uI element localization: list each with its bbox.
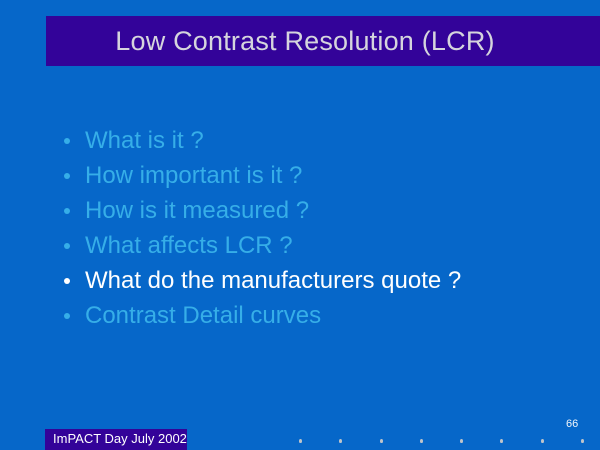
- bullet-dot-icon: [64, 207, 70, 214]
- bullet-list: What is it ? How important is it ? How i…: [62, 123, 562, 333]
- bullet-text: How is it measured ?: [85, 196, 310, 224]
- bullet-text: How important is it ?: [85, 161, 303, 189]
- marker-dot-icon: [500, 439, 504, 443]
- bullet-item: What do the manufacturers quote ?: [62, 263, 562, 298]
- footer-badge: ImPACT Day July 2002: [45, 429, 187, 450]
- bullet-item: How important is it ?: [62, 158, 562, 193]
- marker-dot-icon: [379, 439, 383, 443]
- bullet-text: What do the manufacturers quote ?: [85, 266, 462, 294]
- bullet-item: Contrast Detail curves: [62, 298, 562, 333]
- bullet-text: What affects LCR ?: [85, 231, 293, 259]
- title-bar: Low Contrast Resolution (LCR): [46, 16, 600, 66]
- bullet-dot-icon: [64, 312, 70, 319]
- marker-dot-icon: [299, 439, 302, 443]
- bullet-item: What affects LCR ?: [62, 228, 562, 263]
- bullet-dot-icon: [64, 277, 70, 284]
- slide-title: Low Contrast Resolution (LCR): [115, 25, 495, 56]
- bullet-text: Contrast Detail curves: [85, 301, 322, 329]
- marker-dot-icon: [580, 439, 584, 443]
- page-number: 66: [566, 418, 579, 430]
- bullet-dot-icon: [64, 242, 70, 249]
- marker-dot-icon: [460, 439, 464, 443]
- footer-label: ImPACT Day July 2002: [53, 431, 187, 446]
- marker-dots: [299, 439, 584, 443]
- bullet-dot-icon: [64, 137, 70, 144]
- marker-dot-icon: [339, 439, 343, 443]
- marker-dot-icon: [419, 439, 423, 443]
- bullet-item: What is it ?: [62, 123, 562, 158]
- bullet-text: What is it ?: [85, 126, 204, 154]
- bullet-item: How is it measured ?: [62, 193, 562, 228]
- bullet-dot-icon: [64, 172, 70, 179]
- marker-dot-icon: [540, 439, 544, 443]
